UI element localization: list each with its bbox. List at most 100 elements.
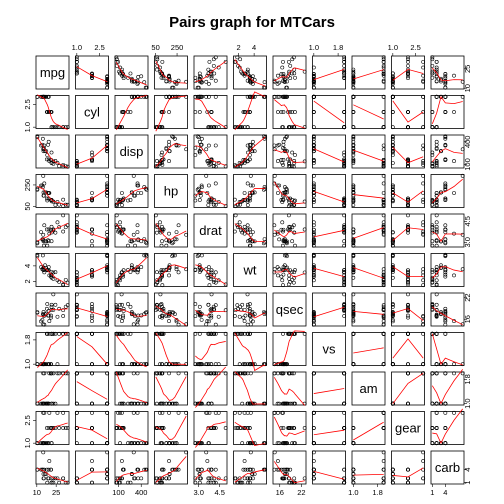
data-point — [434, 220, 439, 225]
data-point — [35, 310, 40, 315]
data-point — [205, 362, 210, 367]
data-point — [40, 312, 45, 317]
panel-qsec-vs-drat — [193, 292, 228, 327]
lowess-line — [37, 369, 68, 403]
data-point — [434, 146, 439, 150]
data-point — [51, 270, 56, 275]
data-point — [280, 200, 285, 204]
data-point — [443, 401, 448, 406]
panel-frame — [233, 332, 267, 366]
data-point — [275, 82, 280, 86]
data-point — [250, 472, 255, 476]
data-point — [342, 306, 347, 311]
data-point — [245, 125, 250, 130]
data-point — [47, 410, 52, 415]
data-point — [381, 125, 386, 130]
data-point — [311, 410, 316, 415]
data-point — [248, 480, 252, 485]
data-point — [242, 224, 247, 229]
data-point — [174, 319, 179, 324]
data-point — [443, 72, 448, 76]
data-point — [434, 283, 439, 288]
data-point — [44, 149, 49, 154]
data-point — [213, 164, 218, 169]
data-point — [135, 223, 140, 228]
data-point — [246, 441, 250, 446]
data-point — [105, 237, 110, 242]
data-point — [139, 191, 144, 195]
data-point — [381, 147, 386, 152]
data-point — [184, 450, 189, 455]
data-point — [164, 441, 169, 446]
data-point — [287, 331, 292, 336]
panel-vs-vs-hp — [153, 331, 189, 367]
data-point — [164, 147, 169, 151]
data-point — [41, 310, 46, 314]
data-point — [430, 275, 435, 280]
data-point — [251, 139, 255, 144]
data-point — [105, 230, 110, 235]
data-point — [65, 371, 70, 376]
data-point — [65, 125, 70, 130]
data-point — [430, 270, 435, 274]
data-point — [105, 322, 110, 327]
data-point — [381, 410, 386, 415]
panel-frame — [430, 174, 465, 208]
lowess-line — [76, 145, 108, 165]
data-point — [135, 401, 140, 406]
data-point — [105, 362, 110, 367]
data-point — [311, 125, 316, 130]
data-point — [49, 307, 54, 312]
data-point — [275, 265, 280, 270]
data-point — [160, 150, 164, 155]
data-point — [248, 450, 253, 455]
panel-vs-vs-am — [351, 331, 386, 367]
data-point — [44, 157, 49, 162]
data-point — [46, 227, 51, 232]
data-point — [390, 78, 395, 82]
data-point — [311, 322, 316, 327]
data-point — [430, 57, 435, 62]
data-point — [74, 283, 79, 288]
data-point — [161, 467, 166, 472]
data-point — [129, 311, 134, 316]
data-point — [342, 59, 347, 64]
data-point — [74, 229, 79, 234]
data-point — [351, 82, 356, 86]
lowess-line — [392, 467, 424, 478]
panel-frame — [35, 253, 70, 287]
data-point — [237, 220, 242, 225]
data-point — [135, 183, 140, 188]
data-point — [282, 79, 287, 84]
data-point — [351, 125, 356, 130]
lowess-line — [36, 136, 68, 169]
data-point — [155, 304, 160, 309]
data-point — [161, 426, 166, 430]
data-point — [160, 59, 165, 64]
data-point — [74, 401, 79, 406]
data-point — [199, 185, 204, 189]
panel-frame — [312, 371, 346, 406]
data-point — [342, 110, 347, 114]
data-point — [235, 223, 240, 228]
data-point — [206, 67, 211, 72]
lowess-line — [37, 332, 68, 368]
panel-drat-vs-hp — [153, 213, 189, 248]
data-point — [290, 110, 295, 114]
data-point — [197, 304, 202, 309]
data-point — [65, 303, 70, 308]
data-point — [351, 143, 356, 148]
data-point — [342, 270, 347, 275]
data-point — [131, 94, 136, 99]
panel-frame — [391, 95, 425, 129]
panel-am-vs-disp — [114, 371, 149, 406]
data-point — [46, 467, 51, 472]
data-point — [205, 159, 210, 163]
panel-vs-vs-mpg — [35, 331, 70, 368]
panel-drat-vs-am — [351, 213, 386, 248]
lowess-line — [274, 229, 305, 238]
data-point — [390, 313, 395, 318]
data-point — [105, 185, 110, 189]
data-point — [311, 198, 316, 202]
panel-drat-vs-wt — [232, 213, 268, 248]
